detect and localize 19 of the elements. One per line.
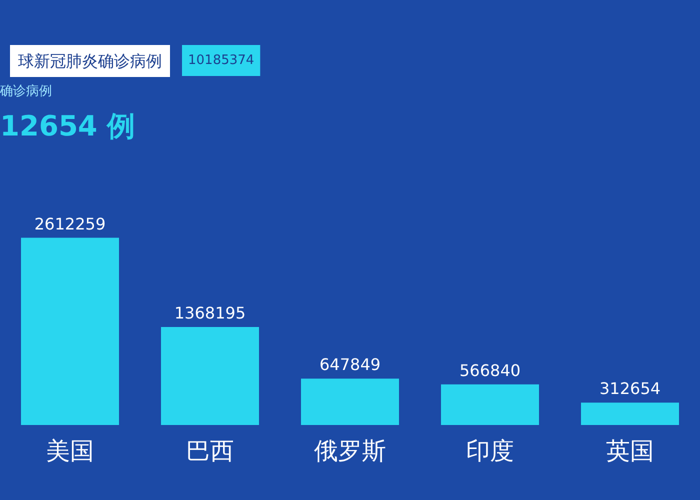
data-label: 2612259 — [34, 214, 106, 234]
x-tick-label: 美国 — [46, 437, 94, 465]
text: 球新冠肺炎确诊病例 — [18, 52, 162, 70]
x-tick-label: 巴西 — [186, 437, 234, 465]
bar — [441, 384, 539, 425]
data-label: 647849 — [319, 355, 381, 374]
text: 10185374 — [188, 53, 254, 68]
x-tick-label: 印度 — [466, 437, 514, 465]
data-label: 566840 — [459, 360, 521, 380]
x-tick-label: 俄罗斯 — [314, 437, 386, 465]
data-label: 312654 — [599, 379, 661, 398]
bar — [161, 326, 259, 425]
x-tick-label: 英国 — [606, 437, 654, 465]
text: 确诊病例 — [0, 84, 52, 99]
bar — [301, 378, 399, 425]
bar — [581, 402, 679, 425]
text: 12654 例 — [0, 110, 136, 142]
data-label: 1368195 — [174, 303, 246, 322]
bar — [21, 238, 119, 425]
